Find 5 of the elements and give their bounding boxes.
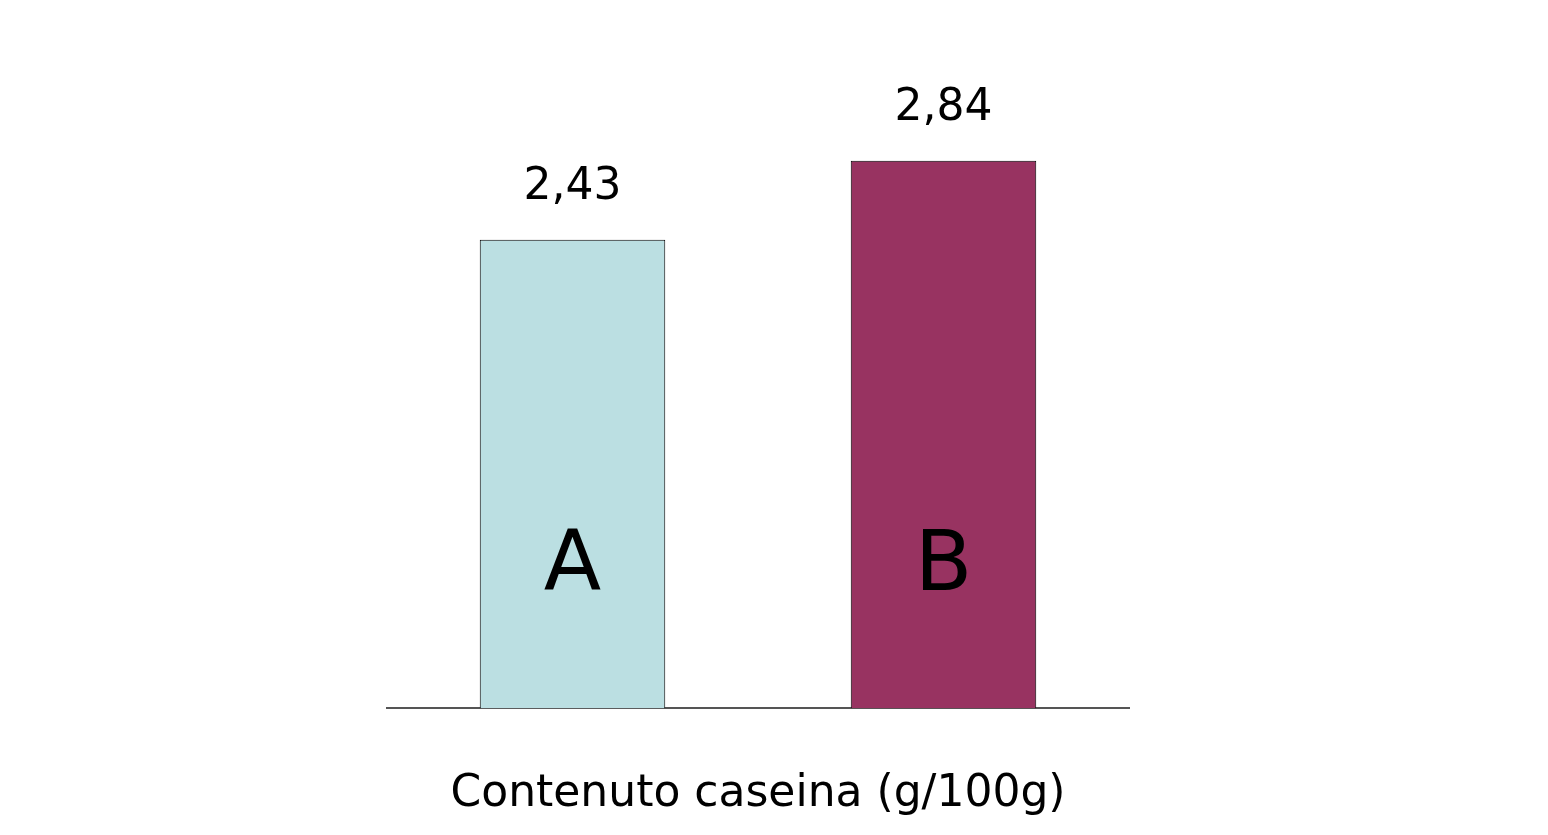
x-axis-title: Contenuto caseina (g/100g) [450,765,1066,817]
data-label: 2,43 [523,158,622,210]
x-tick-label: A [543,512,602,611]
data-label: 2,84 [894,79,993,131]
x-tick-label: B [914,512,973,611]
